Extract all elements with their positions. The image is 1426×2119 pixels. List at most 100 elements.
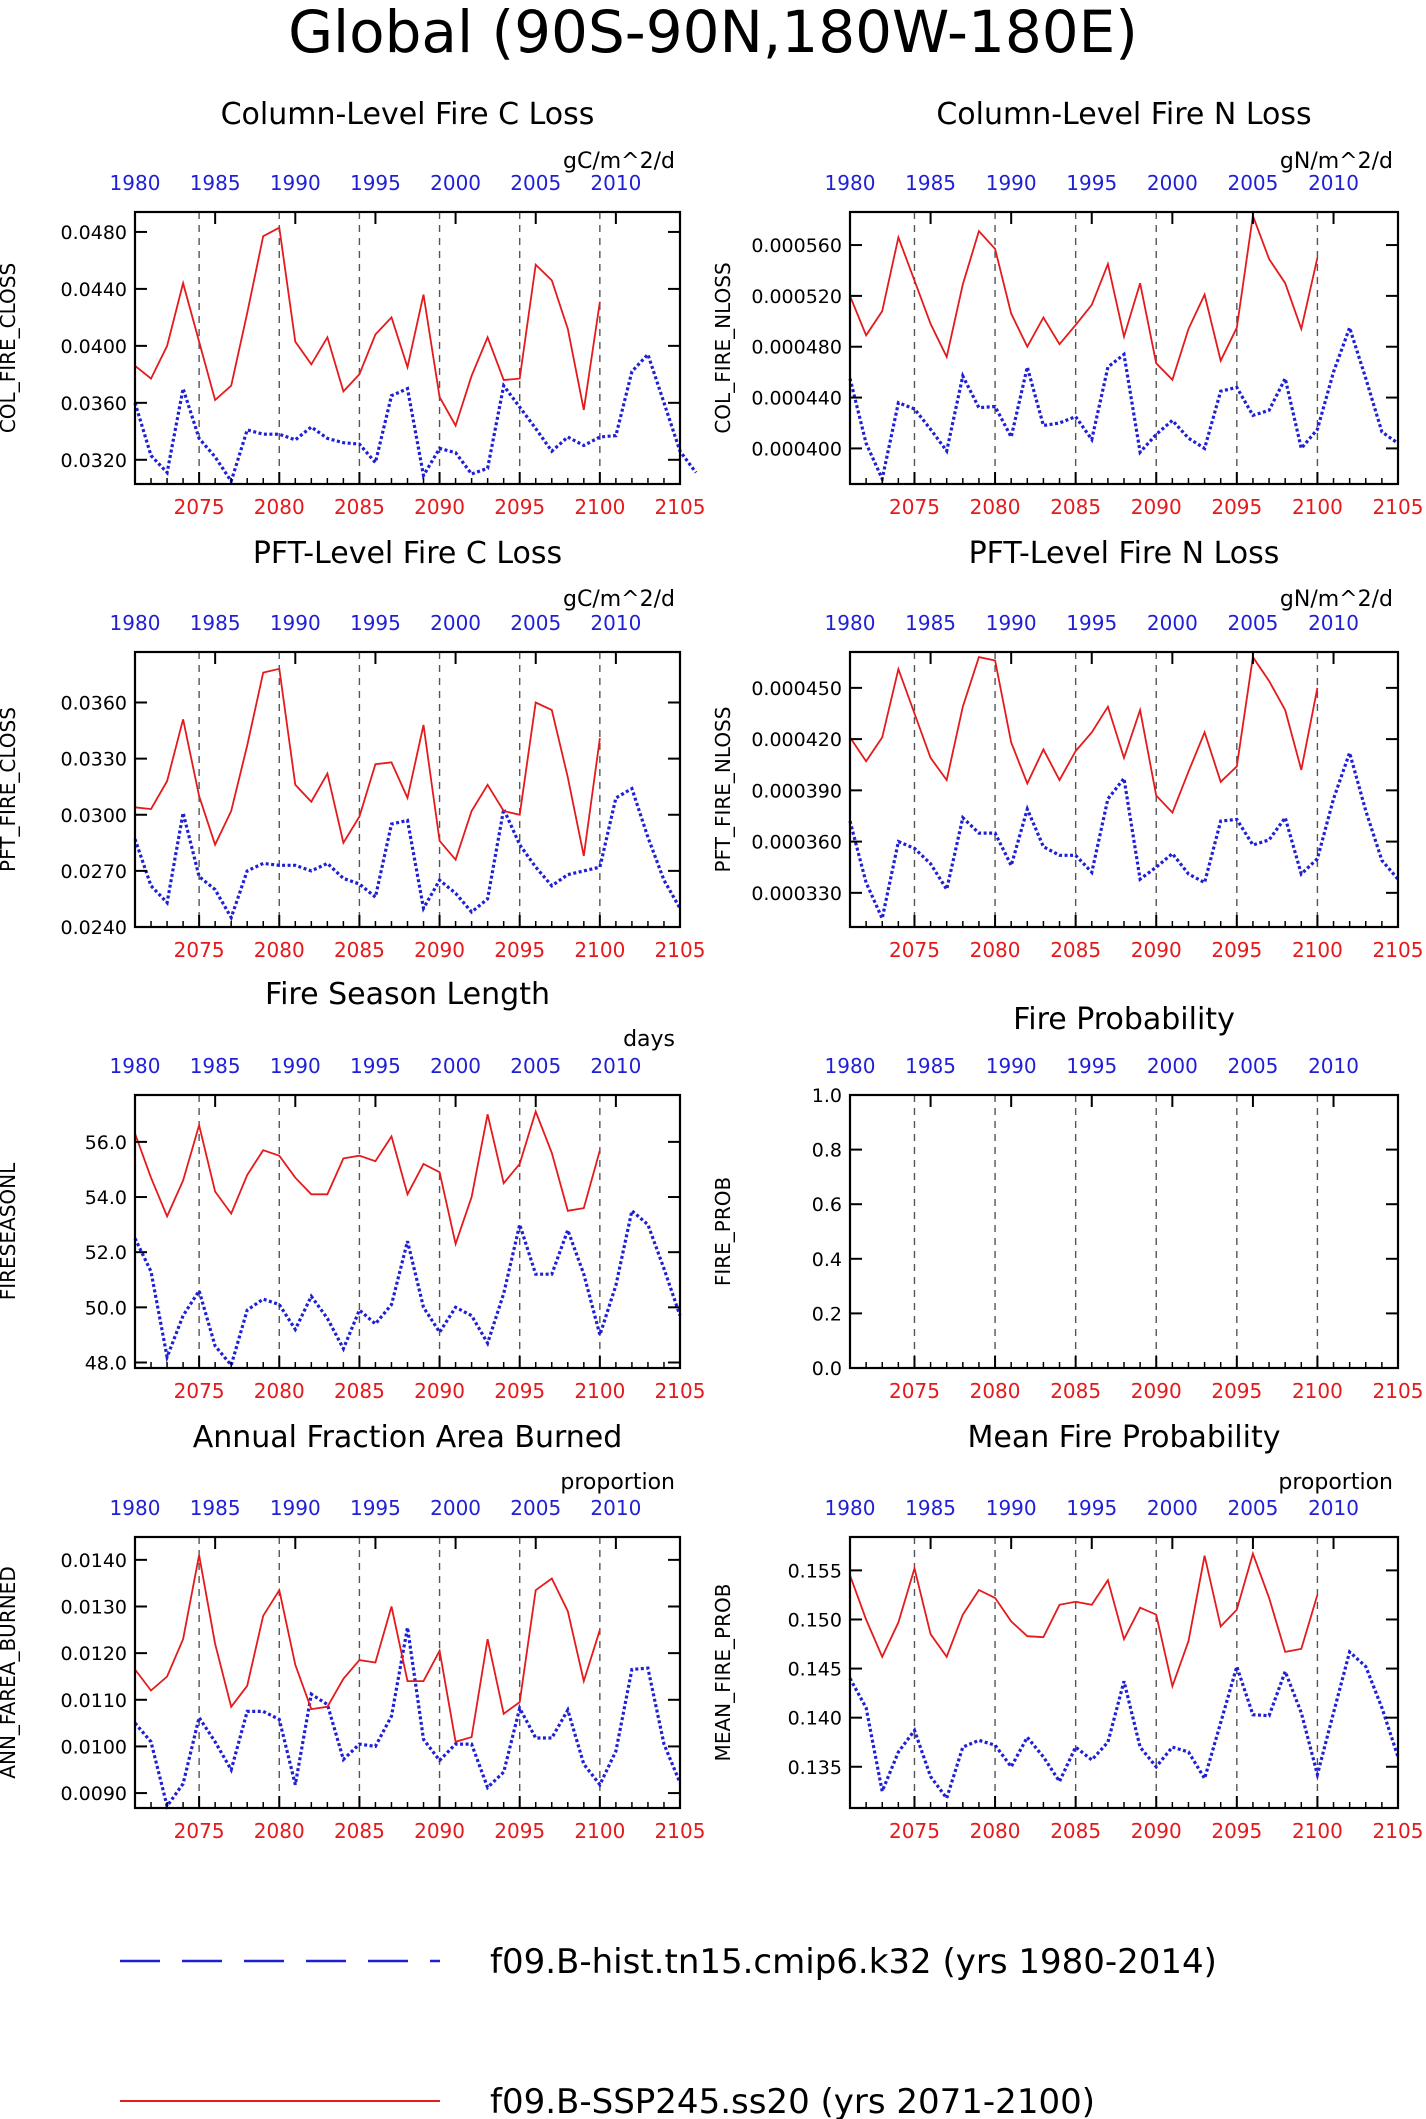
plot-frame [848, 1093, 1400, 1370]
x-tick-label-bottom: 2090 [414, 1379, 465, 1403]
x-tick-label-top: 1995 [1066, 1054, 1117, 1078]
x-tick-label-bottom: 2105 [1373, 1819, 1424, 1843]
y-tick-label: 0.000520 [751, 286, 842, 308]
plot-frame [133, 210, 682, 486]
y-tick-label: 0.0090 [61, 1783, 127, 1805]
x-tick-label-top: 1980 [825, 171, 876, 195]
y-tick-label: 50.0 [85, 1297, 127, 1319]
x-tick-label-top: 1990 [986, 1496, 1037, 1520]
chart-panel-8: 2075 2080 2085 2090 2095 2100 2105 1980 1985 1990… [711, 1420, 1423, 1843]
y-tick-label: 0.0360 [61, 693, 127, 715]
x-tick-label-bottom: 2105 [1373, 1379, 1424, 1403]
x-tick-label-bottom: 2100 [574, 495, 625, 519]
y-tick-label: 0.0320 [61, 450, 127, 472]
units-label: gN/m^2/d [1280, 587, 1393, 612]
chart-title: Fire Probability [1013, 1002, 1235, 1037]
x-tick-label-top: 1995 [350, 1054, 401, 1078]
x-tick-label-bottom: 2095 [494, 938, 545, 962]
x-tick-label-bottom: 2095 [494, 495, 545, 519]
x-tick-label-top: 2005 [510, 1054, 561, 1078]
x-tick-label-bottom: 2085 [1050, 495, 1101, 519]
x-tick-label-bottom: 2075 [174, 1379, 225, 1403]
x-tick-label-bottom: 2075 [889, 495, 940, 519]
x-tick-label-top: 1985 [905, 1054, 956, 1078]
units-label: gC/m^2/d [563, 587, 675, 612]
chart-panel-2: 2075 2080 2085 2090 2095 2100 2105 1980 1985 1990… [711, 97, 1423, 519]
y-tick-label: 0.0110 [61, 1690, 127, 1712]
y-axis-label: ANN_FAREA_BURNED [0, 1566, 20, 1778]
units-label: gN/m^2/d [1280, 149, 1393, 174]
x-tick-label-bottom: 2075 [889, 1379, 940, 1403]
series-line-ssp245 [134, 1555, 601, 1743]
x-tick-label-top: 2005 [510, 171, 561, 195]
x-tick-label-top: 1985 [190, 611, 241, 635]
x-tick-label-top: 1980 [825, 611, 876, 635]
legend-blue-label: f09.B-hist.tn15.cmip6.k32 (yrs 1980-2014… [490, 1942, 1217, 1982]
y-tick-label: 0.135 [788, 1757, 842, 1779]
x-tick-label-bottom: 2085 [334, 1819, 385, 1843]
y-tick-label: 0.000420 [751, 729, 842, 751]
y-tick-label: 56.0 [85, 1132, 127, 1154]
x-tick-label-top: 1985 [190, 1496, 241, 1520]
x-tick-label-bottom: 2100 [574, 1819, 625, 1843]
x-tick-label-bottom: 2095 [494, 1379, 545, 1403]
x-tick-label-top: 1995 [1066, 611, 1117, 635]
chart-title: Fire Season Length [265, 977, 550, 1012]
chart-panel-1: 2075 2080 2085 2090 2095 2100 2105 1980 1985 1990… [0, 97, 705, 519]
x-tick-label-top: 2000 [430, 171, 481, 195]
y-axis-label: FIRE_PROB [711, 1177, 735, 1286]
x-tick-label-bottom: 2075 [174, 1819, 225, 1843]
x-tick-label-top: 1990 [270, 611, 321, 635]
x-tick-label-top: 2005 [1227, 1054, 1278, 1078]
series-line-ssp245 [134, 1108, 601, 1248]
x-tick-label-top: 1990 [986, 611, 1037, 635]
x-tick-label-bottom: 2100 [574, 1379, 625, 1403]
y-tick-label: 0.0100 [61, 1736, 127, 1758]
x-tick-label-bottom: 2100 [574, 938, 625, 962]
x-tick-label-bottom: 2090 [1131, 1379, 1182, 1403]
y-axis-label: COL_FIRE_CLOSS [0, 263, 20, 433]
series-line-ssp245 [849, 654, 1319, 815]
x-tick-label-bottom: 2085 [1050, 938, 1101, 962]
legend-red-label: f09.B-SSP245.ss20 (yrs 2071-2100) [490, 2082, 1095, 2119]
units-label: gC/m^2/d [563, 149, 675, 174]
y-tick-label: 48.0 [85, 1352, 127, 1374]
y-tick-label: 0.000330 [751, 883, 842, 905]
x-tick-label-top: 2010 [590, 611, 641, 635]
x-tick-label-bottom: 2080 [254, 938, 305, 962]
chart-panel-6: 2075 2080 2085 2090 2095 2100 2105 1980 1985 1990… [711, 1002, 1423, 1403]
x-tick-label-bottom: 2080 [970, 495, 1021, 519]
chart-panel-4: 2075 2080 2085 2090 2095 2100 2105 1980 1985 1990… [711, 536, 1423, 962]
y-tick-label: 52.0 [85, 1242, 127, 1264]
x-tick-label-bottom: 2080 [970, 1819, 1021, 1843]
x-tick-label-top: 2010 [1308, 1054, 1359, 1078]
y-tick-label: 0.0130 [61, 1596, 127, 1618]
x-tick-label-bottom: 2080 [254, 1819, 305, 1843]
x-tick-label-bottom: 2095 [1211, 938, 1262, 962]
series-line-ssp245 [134, 226, 601, 428]
y-tick-label: 0.0270 [61, 861, 127, 883]
x-tick-label-top: 1995 [1066, 171, 1117, 195]
x-tick-label-bottom: 2105 [655, 1819, 706, 1843]
x-tick-label-bottom: 2090 [414, 495, 465, 519]
x-tick-label-top: 1985 [905, 1496, 956, 1520]
x-tick-label-top: 1995 [350, 171, 401, 195]
series-line-ssp245 [849, 1550, 1319, 1690]
x-tick-label-top: 2010 [1308, 611, 1359, 635]
x-tick-label-bottom: 2090 [414, 938, 465, 962]
y-tick-label: 0.000440 [751, 388, 842, 410]
plot-frame [133, 1535, 682, 1810]
x-tick-label-bottom: 2105 [655, 495, 706, 519]
x-tick-label-top: 2005 [1227, 611, 1278, 635]
plot-frame [848, 1535, 1400, 1810]
y-tick-label: 1.0 [812, 1085, 842, 1107]
x-tick-label-bottom: 2090 [1131, 1819, 1182, 1843]
y-tick-label: 0.000480 [751, 337, 842, 359]
x-tick-label-top: 1980 [825, 1496, 876, 1520]
x-tick-label-top: 2005 [1227, 171, 1278, 195]
x-tick-label-top: 2000 [430, 1054, 481, 1078]
x-tick-label-bottom: 2075 [889, 938, 940, 962]
chart-panel-5: 2075 2080 2085 2090 2095 2100 2105 1980 1985 1990… [0, 977, 705, 1403]
x-tick-label-top: 1985 [190, 171, 241, 195]
